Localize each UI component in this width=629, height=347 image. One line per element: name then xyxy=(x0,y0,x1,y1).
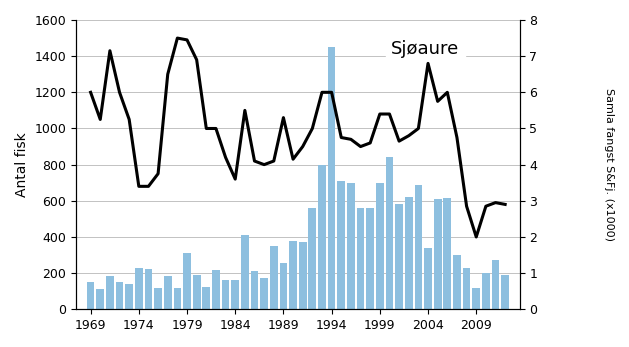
Bar xyxy=(231,280,239,309)
Bar xyxy=(203,287,210,309)
Bar xyxy=(270,246,277,309)
Bar xyxy=(434,199,442,309)
Bar xyxy=(222,280,230,309)
Bar xyxy=(463,268,470,309)
Bar xyxy=(164,276,172,309)
Bar xyxy=(308,208,316,309)
Bar xyxy=(386,158,393,309)
Bar xyxy=(125,284,133,309)
Bar xyxy=(289,240,297,309)
Bar xyxy=(472,288,480,309)
Bar xyxy=(415,185,422,309)
Y-axis label: Antal fisk: Antal fisk xyxy=(15,132,29,197)
Bar xyxy=(443,198,451,309)
Bar xyxy=(328,47,335,309)
Bar xyxy=(501,275,509,309)
Bar xyxy=(241,235,248,309)
Bar xyxy=(250,271,259,309)
Text: Sjøaure: Sjøaure xyxy=(391,40,459,58)
Bar xyxy=(492,261,499,309)
Bar xyxy=(174,288,181,309)
Bar xyxy=(193,275,201,309)
Y-axis label: Samla fangst S&Fj. (x1000): Samla fangst S&Fj. (x1000) xyxy=(604,88,614,241)
Bar xyxy=(96,289,104,309)
Bar xyxy=(453,255,461,309)
Bar xyxy=(318,164,326,309)
Bar xyxy=(299,243,306,309)
Bar xyxy=(482,273,490,309)
Bar xyxy=(424,248,432,309)
Bar xyxy=(154,288,162,309)
Bar xyxy=(347,183,355,309)
Bar xyxy=(145,269,152,309)
Bar xyxy=(357,208,364,309)
Bar xyxy=(116,282,123,309)
Bar xyxy=(337,181,345,309)
Bar xyxy=(405,197,413,309)
Bar xyxy=(87,282,94,309)
Bar xyxy=(183,253,191,309)
Bar xyxy=(106,276,114,309)
Bar xyxy=(260,278,268,309)
Bar xyxy=(366,208,374,309)
Bar xyxy=(376,183,384,309)
Bar xyxy=(395,204,403,309)
Bar xyxy=(212,270,220,309)
Bar xyxy=(135,268,143,309)
Bar xyxy=(279,263,287,309)
